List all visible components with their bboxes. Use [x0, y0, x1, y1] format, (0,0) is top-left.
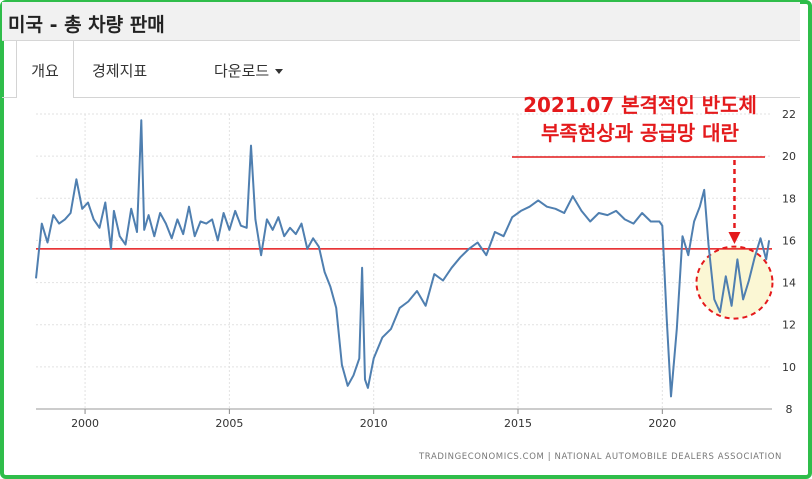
y-tick-label: 16	[782, 234, 796, 247]
chevron-down-icon	[275, 69, 284, 74]
tab-download-label: 다운로드	[214, 62, 270, 80]
x-tick-label: 2000	[71, 417, 99, 430]
tab-overview-label: 개요	[31, 62, 59, 80]
tab-bar: 개요 경제지표 다운로드	[2, 41, 800, 98]
y-tick-label: 14	[782, 277, 796, 290]
y-tick-label: 10	[782, 361, 796, 374]
page-title: 미국 - 총 차량 판매	[8, 14, 165, 36]
y-tick-label: 12	[782, 319, 796, 332]
y-tick-label: 20	[782, 150, 796, 163]
y-tick-label: 8	[786, 403, 793, 416]
annotation-line-2: 부족현상과 공급망 대란	[541, 121, 740, 145]
y-tick-label: 18	[782, 192, 796, 205]
tab-overview[interactable]: 개요	[16, 41, 74, 98]
axis-ticks: 8 10 12 14 16 18 20 22 2000 2005 2010 2015 2020	[71, 108, 796, 430]
x-tick-label: 2015	[504, 417, 532, 430]
grid	[36, 113, 772, 410]
tab-download[interactable]: 다운로드	[214, 41, 284, 97]
tab-indicators[interactable]: 경제지표	[92, 41, 147, 97]
source-credit: TRADINGECONOMICS.COM | NATIONAL AUTOMOBI…	[418, 452, 782, 462]
x-tick-label: 2010	[360, 417, 388, 430]
tab-indicators-label: 경제지표	[92, 62, 148, 80]
annotation-arrowhead	[728, 232, 741, 244]
x-tick-label: 2005	[215, 417, 243, 430]
x-tick-label: 2020	[648, 417, 676, 430]
annotation-line-1: 2021.07 본격적인 반도체	[523, 93, 757, 117]
title-bar: 미국 - 총 차량 판매	[2, 2, 800, 41]
series-line	[35, 119, 771, 398]
y-tick-label: 22	[782, 108, 796, 121]
